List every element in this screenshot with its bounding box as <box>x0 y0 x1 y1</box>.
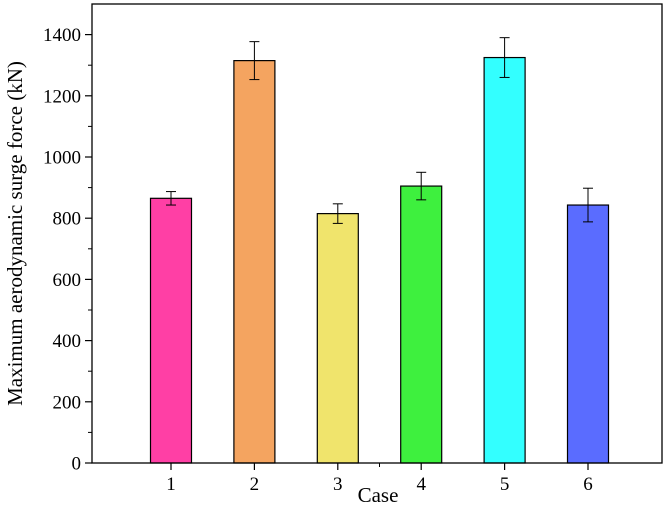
y-tick-label: 800 <box>53 209 82 230</box>
bar-case-6 <box>566 204 610 464</box>
bar-case-2 <box>233 60 276 464</box>
bar-case-1 <box>149 197 193 464</box>
bar-case-3 <box>316 213 359 464</box>
plot-frame <box>91 3 663 464</box>
error-bar-case-4 <box>416 171 427 201</box>
y-tick-label: 200 <box>53 392 82 413</box>
y-tick-label: 0 <box>72 454 82 475</box>
error-bar-case-6 <box>583 187 593 223</box>
y-tick-label: 400 <box>53 331 82 352</box>
bars-layer <box>149 56 610 464</box>
error-bar-case-3 <box>332 203 343 224</box>
error-bar-case-1 <box>166 191 176 206</box>
y-tick-label: 1000 <box>43 148 81 169</box>
x-tick-label: 6 <box>583 474 593 495</box>
x-tick-label: 5 <box>500 474 510 495</box>
x-axis-title: Case <box>358 483 399 506</box>
x-tick-label: 2 <box>250 474 260 495</box>
x-tick-label: 3 <box>333 474 343 495</box>
x-axis: 1 2 3 4 5 6 <box>166 463 593 495</box>
error-bar-case-5 <box>499 37 510 78</box>
y-axis: 0 200 400 600 800 1000 1200 1400 <box>43 25 92 475</box>
x-tick-label: 4 <box>416 474 426 495</box>
x-tick-label: 1 <box>166 474 176 495</box>
y-tick-label: 1400 <box>43 25 81 46</box>
error-bars-layer <box>166 37 593 224</box>
y-tick-label: 600 <box>53 270 82 291</box>
y-tick-label: 1200 <box>43 86 81 107</box>
bar-case-4 <box>400 185 443 464</box>
error-bar-case-2 <box>249 41 260 81</box>
bar-case-5 <box>483 56 526 464</box>
y-axis-title: Maximum aerodynamic surge force (kN) <box>3 61 27 406</box>
